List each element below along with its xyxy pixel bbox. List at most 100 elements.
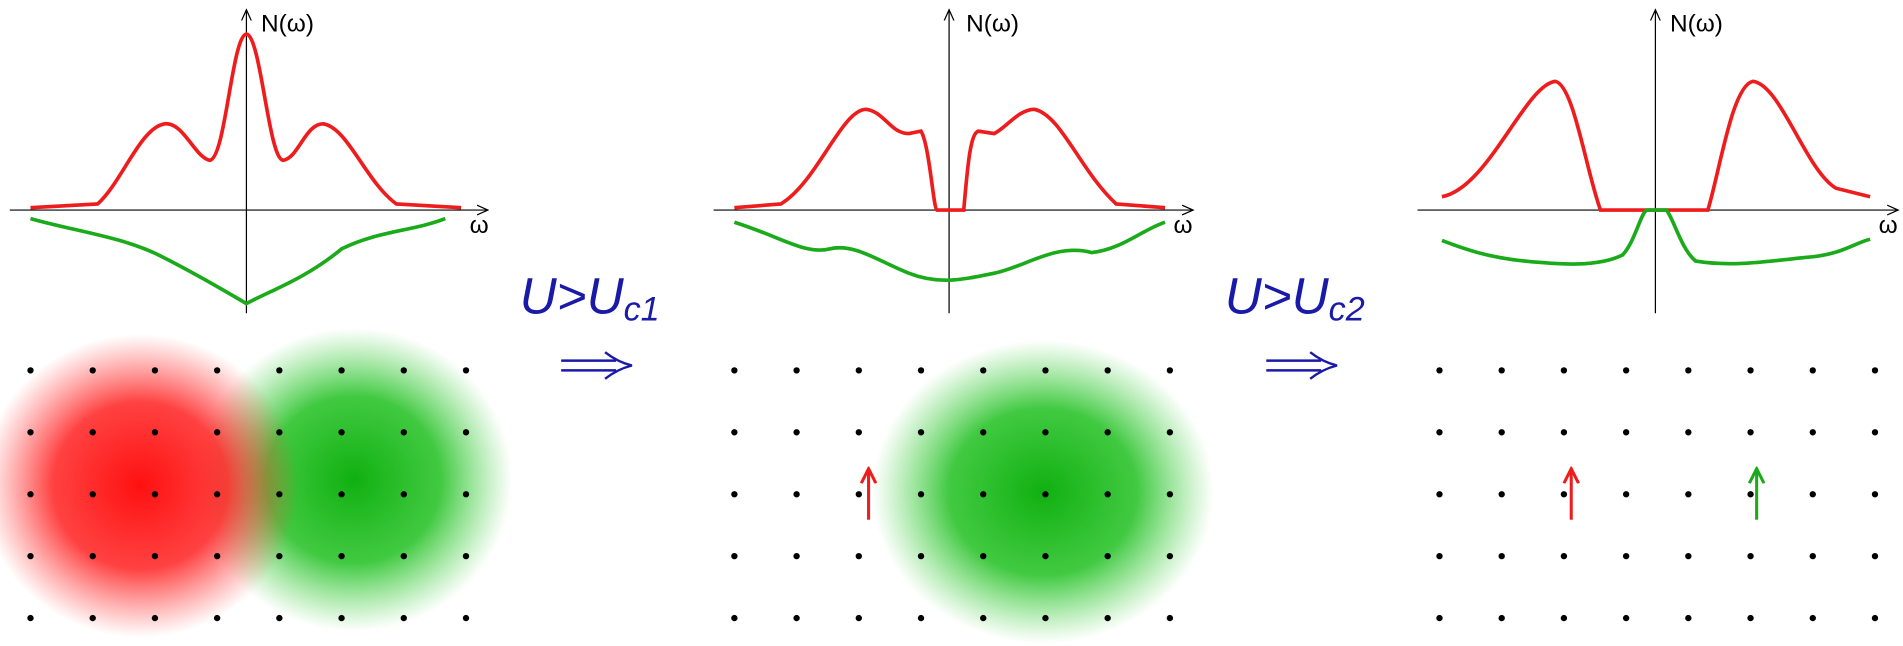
lattice-site — [27, 615, 33, 621]
lattice-site — [980, 553, 986, 559]
lattice-site — [1810, 491, 1816, 497]
lattice-site — [1499, 367, 1505, 373]
lattice-site — [1872, 553, 1878, 559]
lattice-site — [90, 615, 96, 621]
lattice-site — [463, 491, 469, 497]
lattice-site — [918, 615, 924, 621]
lattice-site — [856, 367, 862, 373]
transition-label: U>Uc1 — [520, 267, 660, 328]
lattice-site — [1872, 429, 1878, 435]
lattice-site — [463, 615, 469, 621]
lattice-site — [980, 615, 986, 621]
lattice-site — [152, 491, 158, 497]
lattice-site — [27, 367, 33, 373]
lattice-site — [980, 367, 986, 373]
green-cloud — [872, 340, 1214, 644]
lattice-site — [338, 491, 344, 497]
lattice-site — [214, 429, 220, 435]
transition-label: U>Uc2 — [1225, 267, 1365, 328]
y-axis-label: N(ω) — [966, 11, 1019, 38]
lattice-site — [276, 615, 282, 621]
lattice-site — [214, 615, 220, 621]
lattice-site — [1436, 553, 1442, 559]
lattice-site — [731, 615, 737, 621]
lattice-site — [1499, 615, 1505, 621]
lattice-site — [1104, 367, 1110, 373]
transition-text: U>U — [520, 267, 625, 324]
lattice-site — [1104, 491, 1110, 497]
lattice-site — [1685, 367, 1691, 373]
dos-curve — [30, 219, 445, 304]
lattice-site — [1685, 615, 1691, 621]
lattice-site — [90, 429, 96, 435]
lattice-site — [152, 553, 158, 559]
lattice-site — [1499, 491, 1505, 497]
lattice-site — [856, 491, 862, 497]
lattice-site — [1104, 615, 1110, 621]
lattice-site — [1685, 553, 1691, 559]
lattice-site — [1747, 553, 1753, 559]
lattice-site — [276, 367, 282, 373]
lattice-site — [1561, 553, 1567, 559]
lattice-site — [1561, 429, 1567, 435]
lattice-site — [1872, 491, 1878, 497]
y-axis-label: N(ω) — [1670, 11, 1723, 38]
lattice-site — [856, 429, 862, 435]
lattice-site — [1167, 553, 1173, 559]
lattice-site — [276, 429, 282, 435]
lattice-site — [338, 429, 344, 435]
lattice-site — [1623, 367, 1629, 373]
lattice-site — [793, 367, 799, 373]
implies-arrow — [561, 352, 632, 379]
lattice-site — [1747, 615, 1753, 621]
x-axis-label: ω — [1174, 212, 1193, 239]
content: N(ω) ω N(ω) ω N(ω) ω U>Uc1 U>Uc2 — [0, 10, 1898, 644]
lattice-site — [1042, 615, 1048, 621]
lattice-site — [980, 491, 986, 497]
lattice-site — [1042, 553, 1048, 559]
lattice-site — [918, 429, 924, 435]
lattice-site — [90, 553, 96, 559]
lattice-site — [1810, 553, 1816, 559]
lattice-site — [152, 615, 158, 621]
lattice-site — [1436, 615, 1442, 621]
lattice-site — [1561, 615, 1567, 621]
lattice-site — [793, 553, 799, 559]
lattice-site — [731, 367, 737, 373]
lattice-site — [1872, 615, 1878, 621]
lattice-site — [793, 491, 799, 497]
lattice-site — [27, 491, 33, 497]
lattice-site — [1561, 491, 1567, 497]
lattice-site — [1747, 491, 1753, 497]
lattice-site — [1167, 367, 1173, 373]
lattice-site — [1872, 367, 1878, 373]
lattice-site — [338, 553, 344, 559]
lattice-site — [214, 491, 220, 497]
diagram: N(ω) ω N(ω) ω N(ω) ω U>Uc1 U>Uc2 — [0, 0, 1903, 646]
lattice-site — [918, 553, 924, 559]
lattice-site — [1810, 615, 1816, 621]
lattice-site — [1167, 429, 1173, 435]
lattice-site — [1104, 553, 1110, 559]
implies-arrow — [1266, 352, 1337, 379]
lattice-site — [1623, 491, 1629, 497]
lattice-site — [1104, 429, 1110, 435]
lattice-site — [1499, 429, 1505, 435]
lattice-site — [1042, 429, 1048, 435]
lattice-site — [793, 429, 799, 435]
x-axis-label: ω — [1879, 212, 1898, 239]
lattice-site — [276, 553, 282, 559]
lattice-site — [1436, 491, 1442, 497]
lattice-site — [1436, 429, 1442, 435]
lattice-site — [731, 491, 737, 497]
lattice-site — [980, 429, 986, 435]
lattice-site — [918, 367, 924, 373]
lattice-site — [152, 367, 158, 373]
lattice-site — [90, 491, 96, 497]
lattice-site — [1623, 553, 1629, 559]
lattice-site — [1561, 367, 1567, 373]
lattice-site — [338, 615, 344, 621]
lattice-site — [214, 553, 220, 559]
lattice-site — [338, 367, 344, 373]
lattice-site — [401, 553, 407, 559]
